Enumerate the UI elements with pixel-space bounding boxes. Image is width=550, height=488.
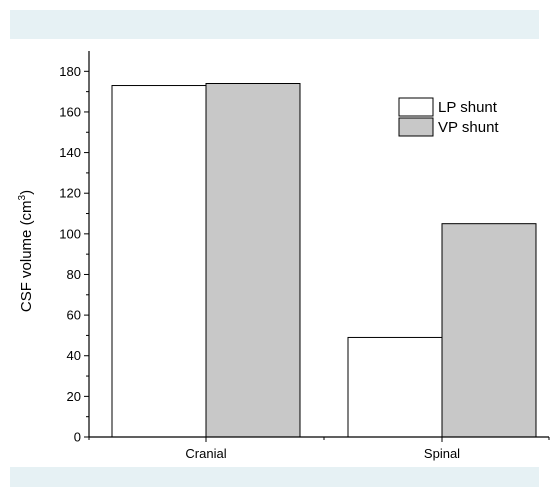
y-axis-title-close: ) bbox=[18, 190, 35, 195]
y-tick-label-60: 60 bbox=[67, 308, 81, 323]
x-tick-label-cranial: Cranial bbox=[185, 446, 226, 461]
legend-label-vp-shunt: VP shunt bbox=[438, 119, 499, 136]
y-tick-label-160: 160 bbox=[59, 104, 81, 119]
y-tick-label-20: 20 bbox=[67, 389, 81, 404]
legend-swatch-lp-shunt bbox=[398, 97, 434, 117]
y-axis-title-text: CSF volume (cm bbox=[18, 200, 35, 312]
y-tick-label-40: 40 bbox=[67, 348, 81, 363]
bar-vp-shunt-spinal bbox=[441, 223, 537, 438]
y-tick-label-80: 80 bbox=[67, 267, 81, 282]
top-banner bbox=[10, 10, 539, 39]
y-tick-label-100: 100 bbox=[59, 226, 81, 241]
y-axis-title: CSF volume (cm3) bbox=[17, 190, 35, 312]
legend-label-lp-shunt: LP shunt bbox=[438, 99, 498, 116]
x-tick-label-spinal: Spinal bbox=[424, 446, 460, 461]
bar-lp-shunt-spinal bbox=[347, 336, 443, 438]
bar-lp-shunt-cranial bbox=[111, 85, 207, 438]
legend-swatch-vp-shunt bbox=[398, 117, 434, 137]
bottom-banner bbox=[10, 467, 539, 487]
y-tick-label-0: 0 bbox=[74, 430, 81, 445]
bar-vp-shunt-cranial bbox=[205, 83, 301, 438]
y-tick-label-180: 180 bbox=[59, 64, 81, 79]
y-tick-label-140: 140 bbox=[59, 145, 81, 160]
y-tick-label-120: 120 bbox=[59, 186, 81, 201]
y-axis-title-superscript: 3 bbox=[17, 194, 28, 200]
